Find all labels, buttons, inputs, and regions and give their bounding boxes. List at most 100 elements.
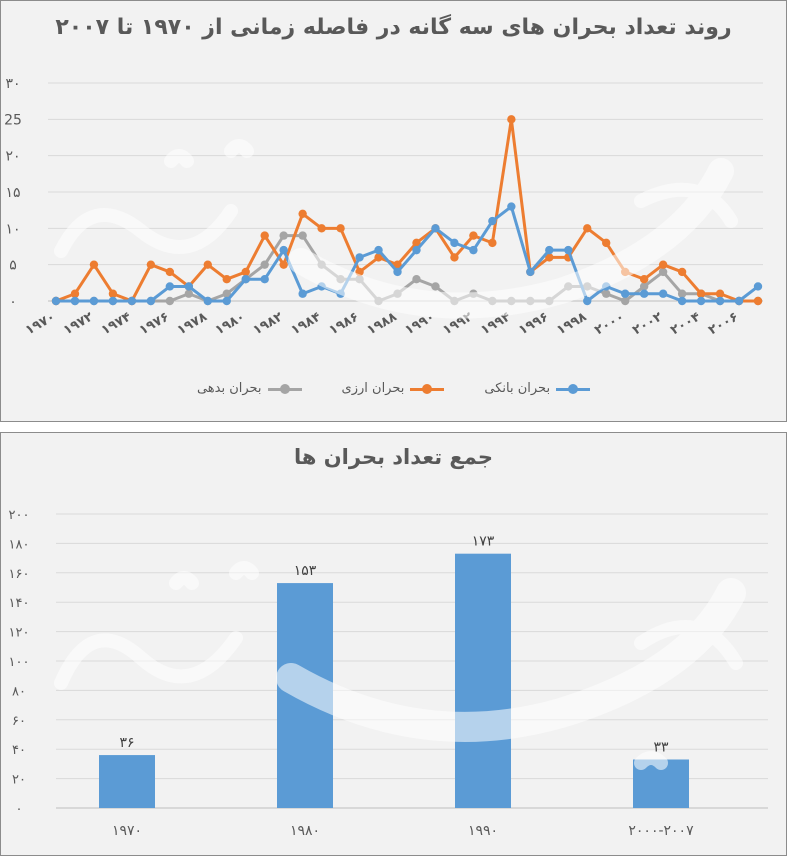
bar-chart-svg: ۰ ۲۰ ۴۰ ۶۰ ۸۰ ۱۰۰ ۱۲۰ ۱۴۰ ۱۶۰ ۱۸۰ ۲۰۰ ۳۶ ۱۹۷۰ ۱۵۳ ۱۹۸۰… [9, 508, 768, 839]
x-category-label: ۱۹۷۰ [112, 823, 142, 839]
data-point [488, 216, 497, 226]
y-tick-label: ۰ [16, 802, 23, 817]
data-point [89, 260, 99, 269]
data-point [127, 296, 137, 306]
data-point [620, 296, 630, 306]
data-point [165, 267, 175, 277]
x-tick-label: ۲۰۰۶ [706, 309, 741, 338]
watermark-letters [54, 561, 743, 770]
y-tick-label: ۱۲۰ [9, 626, 30, 641]
data-point [583, 224, 592, 233]
line-chart-panel: ۰ ۵ ۱۰ ۱۵ ۲۰ 25 ۳۰ ۱۹۷۰ ۱۹۷۲ ۱۹۷۴ ۱۹۷۶ ۱۹۷۸ ۱۹۸۰ ۱۹۸۲… [0, 0, 787, 422]
data-point [677, 267, 687, 277]
data-point [279, 260, 288, 269]
bar [99, 755, 155, 808]
x-tick-label: ۲۰۰۰ [592, 309, 627, 338]
data-point [526, 267, 535, 277]
data-point [602, 238, 611, 248]
legend-label-debt: بحران بدهی [196, 381, 262, 396]
data-point [412, 275, 421, 284]
y-tick-label: ۸۰ [12, 684, 26, 699]
bar-value-label: ۱۷۳ [472, 534, 495, 550]
data-point [393, 260, 402, 269]
data-point [374, 253, 383, 262]
data-point [658, 267, 668, 277]
data-point [696, 289, 706, 298]
y-tick-label: ۴۰ [12, 743, 26, 758]
legend-item-banking: بحران بانکی [484, 381, 591, 396]
legend-swatch-banking [556, 383, 591, 395]
data-point [222, 289, 231, 298]
y-tick-label: 25 [4, 112, 22, 128]
data-point [639, 289, 649, 298]
data-point [70, 296, 80, 306]
data-point [298, 231, 307, 240]
legend-item-debt: بحران بدهی [197, 381, 302, 396]
data-point [507, 115, 516, 124]
data-point [241, 267, 250, 277]
data-point [488, 238, 497, 248]
data-point [564, 245, 573, 255]
data-point [89, 296, 99, 306]
x-tick-label: ۱۹۹۶ [516, 309, 551, 338]
data-point [374, 245, 383, 255]
legend-swatch-currency [410, 383, 445, 395]
bar-value-label: ۳۶ [119, 735, 134, 751]
data-point [696, 296, 706, 306]
data-point [507, 202, 516, 211]
bar [455, 553, 511, 808]
y-tick-label: ۱۰ [5, 221, 20, 237]
data-point [298, 289, 307, 298]
data-point [317, 224, 326, 233]
data-point [412, 245, 421, 255]
x-tick-label: ۱۹۹۸ [554, 309, 589, 338]
data-point [146, 296, 156, 306]
x-tick-label: ۱۹۷۲ [61, 309, 96, 338]
data-point [70, 289, 80, 298]
y-tick-label: ۲۰ [12, 773, 26, 788]
data-point [715, 296, 725, 306]
y-tick-label: ۶۰ [12, 714, 26, 729]
data-point [241, 275, 250, 284]
data-point [734, 296, 744, 306]
data-point [658, 260, 668, 269]
data-point [450, 253, 459, 262]
data-point [51, 296, 61, 306]
x-tick-label: ۲۰۰۲ [630, 309, 665, 338]
data-point [355, 253, 364, 262]
y-tick-label: ۰ [9, 294, 17, 310]
y-tick-label: ۵ [9, 258, 17, 274]
data-point [260, 260, 269, 269]
watermark-swoosh [276, 578, 746, 742]
data-point [639, 275, 649, 284]
x-category-label: ۱۹۸۰ [290, 823, 320, 839]
y-tick-label: ۲۰۰ [9, 508, 30, 523]
line-chart-title: روند تعداد بحران های سه گانه در فاصله زم… [55, 15, 732, 40]
y-tick-label: ۱۸۰ [9, 537, 30, 552]
data-point [602, 289, 611, 298]
data-point [203, 296, 212, 306]
data-point [279, 245, 288, 255]
data-point [469, 231, 478, 240]
bar-value-label: ۱۵۳ [294, 563, 317, 579]
watermark-logo [54, 561, 746, 770]
data-point [658, 289, 668, 298]
data-point [677, 289, 687, 298]
data-point [545, 253, 554, 262]
x-category-label: ۱۹۹۰ [468, 823, 498, 839]
data-point [583, 296, 592, 306]
data-point [545, 245, 554, 255]
x-tick-label: ۱۹۷۶ [137, 309, 172, 338]
y-tick-label: ۱۵ [5, 185, 20, 201]
bar-value-label: ۳۳ [653, 739, 669, 755]
data-point [108, 296, 118, 306]
y-tick-label: ۱۶۰ [9, 567, 30, 582]
x-tick-label: ۱۹۸۸ [365, 309, 400, 338]
data-point [336, 224, 345, 233]
data-point [260, 275, 269, 284]
data-point [260, 231, 269, 240]
data-point [620, 289, 630, 298]
data-point [412, 238, 421, 248]
data-point [715, 289, 725, 298]
y-tick-label: ۲۰ [5, 149, 20, 165]
